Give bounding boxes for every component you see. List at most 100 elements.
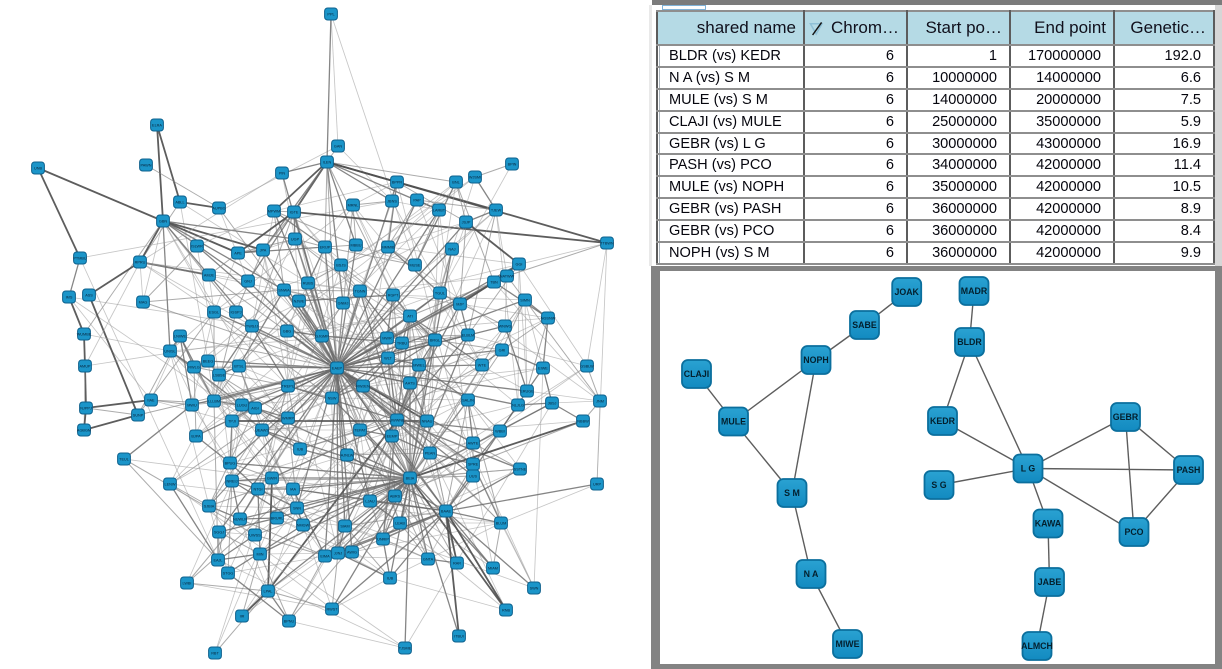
svg-text:KAWA: KAWA xyxy=(1035,519,1062,529)
svg-text:JOAK: JOAK xyxy=(894,287,919,297)
svg-text:N A: N A xyxy=(804,569,819,579)
svg-text:IGSPJ: IGSPJ xyxy=(231,310,242,314)
svg-text:LENW: LENW xyxy=(165,482,176,486)
svg-text:ISLWR: ISLWR xyxy=(191,244,203,248)
svg-text:NTGI: NTGI xyxy=(253,487,262,491)
svg-text:ELRA: ELRA xyxy=(152,123,162,127)
svg-text:RNB: RNB xyxy=(502,608,510,612)
svg-text:GJGMP: GJGMP xyxy=(315,334,329,338)
svg-text:SWN: SWN xyxy=(530,586,539,590)
svg-text:BPUG: BPUG xyxy=(225,461,236,465)
svg-text:APE: APE xyxy=(234,251,242,255)
svg-text:IUB: IUB xyxy=(387,576,394,580)
svg-text:IUB: IUB xyxy=(297,447,304,451)
svg-text:AMUP: AMUP xyxy=(80,364,91,368)
svg-text:SNN: SNN xyxy=(293,506,301,510)
svg-text:LEAB: LEAB xyxy=(395,521,405,525)
svg-text:NOPH: NOPH xyxy=(803,355,828,365)
svg-text:KEDR: KEDR xyxy=(930,416,956,426)
svg-text:LNIWE: LNIWE xyxy=(174,334,186,338)
svg-text:ASS: ASS xyxy=(85,293,93,297)
svg-text:SSTNE: SSTNE xyxy=(514,467,527,471)
svg-text:AIGI: AIGI xyxy=(251,406,259,410)
svg-text:BSJS: BSJS xyxy=(336,263,346,267)
svg-text:GWIR: GWIR xyxy=(267,476,278,480)
svg-text:NSW: NSW xyxy=(328,396,337,400)
svg-text:UNISL: UNISL xyxy=(164,349,175,353)
svg-text:LUGU: LUGU xyxy=(237,403,248,407)
svg-text:NJPPJ: NJPPJ xyxy=(80,406,92,410)
svg-text:GBG: GBG xyxy=(283,329,291,333)
svg-text:SALJN: SALJN xyxy=(462,398,474,402)
svg-text:NATWW: NATWW xyxy=(500,274,515,278)
svg-text:S G: S G xyxy=(931,480,946,490)
svg-text:AUPBG: AUPBG xyxy=(212,206,225,210)
svg-text:LWBI: LWBI xyxy=(182,581,191,585)
svg-text:BAAE: BAAE xyxy=(441,509,452,513)
svg-text:JABE: JABE xyxy=(1038,577,1062,587)
svg-text:UEAWS: UEAWS xyxy=(255,428,269,432)
svg-text:TEUL: TEUL xyxy=(119,457,129,461)
svg-text:MULE: MULE xyxy=(721,417,746,427)
svg-text:WUMBE: WUMBE xyxy=(77,332,92,336)
svg-text:GGI: GGI xyxy=(516,262,523,266)
svg-text:IGTE: IGTE xyxy=(290,210,299,214)
svg-text:SGGJ: SGGJ xyxy=(214,530,224,534)
svg-text:ERIJP: ERIJP xyxy=(320,245,331,249)
svg-text:BLDR: BLDR xyxy=(957,337,982,347)
svg-text:BJPA: BJPA xyxy=(191,434,201,438)
svg-text:EIWE: EIWE xyxy=(538,366,548,370)
svg-text:TJSME: TJSME xyxy=(399,646,412,650)
svg-text:EIMA: EIMA xyxy=(320,554,330,558)
svg-text:EAJL: EAJL xyxy=(213,558,222,562)
svg-text:BEIA: BEIA xyxy=(406,476,415,480)
svg-text:GRI: GRI xyxy=(499,348,506,352)
svg-text:STGG: STGG xyxy=(223,571,234,575)
svg-text:AMJE: AMJE xyxy=(204,273,215,277)
svg-text:NMGW: NMGW xyxy=(297,523,310,527)
svg-text:AJNLW: AJNLW xyxy=(341,453,354,457)
svg-text:ABRS: ABRS xyxy=(390,494,401,498)
svg-text:JBSJ: JBSJ xyxy=(548,401,557,405)
svg-text:S M: S M xyxy=(784,488,800,498)
svg-text:UWSS: UWSS xyxy=(249,533,261,537)
svg-text:WLT: WLT xyxy=(384,356,392,360)
svg-text:TJEW: TJEW xyxy=(491,208,502,212)
svg-text:PPL: PPL xyxy=(327,12,334,16)
svg-text:PEAN: PEAN xyxy=(425,451,436,455)
svg-text:JPA: JPA xyxy=(260,248,267,252)
svg-text:RGPT: RGPT xyxy=(388,293,399,297)
svg-text:MRNL: MRNL xyxy=(348,203,359,207)
svg-text:WBBI: WBBI xyxy=(495,429,505,433)
svg-text:PTMBU: PTMBU xyxy=(73,256,87,260)
svg-text:BEEG: BEEG xyxy=(203,359,214,363)
svg-text:BNL: BNL xyxy=(452,180,459,184)
svg-text:LJAU: LJAU xyxy=(365,499,375,503)
svg-text:TEPAT: TEPAT xyxy=(354,428,366,432)
svg-text:SNWA: SNWA xyxy=(278,288,290,292)
svg-text:IAA: IAA xyxy=(290,487,297,491)
svg-text:MPWM: MPWM xyxy=(268,209,280,213)
svg-text:BPPR: BPPR xyxy=(392,180,403,184)
svg-text:EEMP: EEMP xyxy=(387,434,398,438)
svg-text:ALMCH: ALMCH xyxy=(1021,641,1053,651)
svg-text:GBN: GBN xyxy=(159,219,167,223)
svg-text:RUBS: RUBS xyxy=(303,281,314,285)
svg-text:RAR: RAR xyxy=(453,561,461,565)
svg-text:NBBW: NBBW xyxy=(577,419,589,423)
svg-text:JJNJ: JJNJ xyxy=(334,551,343,555)
svg-text:GNJ: GNJ xyxy=(244,279,252,283)
svg-text:UWWNE: UWWNE xyxy=(389,418,405,422)
svg-text:WJSMI: WJSMI xyxy=(469,175,481,179)
svg-text:SABE: SABE xyxy=(852,320,877,330)
svg-text:RWLG: RWLG xyxy=(188,365,199,369)
svg-text:MIAM: MIAM xyxy=(488,566,498,570)
svg-text:SJBIA: SJBIA xyxy=(204,504,215,508)
svg-text:SIMN: SIMN xyxy=(520,298,530,302)
svg-text:ESGL: ESGL xyxy=(209,310,219,314)
svg-text:MIWE: MIWE xyxy=(836,639,860,649)
svg-text:UGP: UGP xyxy=(291,237,300,241)
svg-text:IIAE: IIAE xyxy=(147,398,155,402)
svg-text:LLLBM: LLLBM xyxy=(208,399,220,403)
svg-text:URP: URP xyxy=(593,482,601,486)
